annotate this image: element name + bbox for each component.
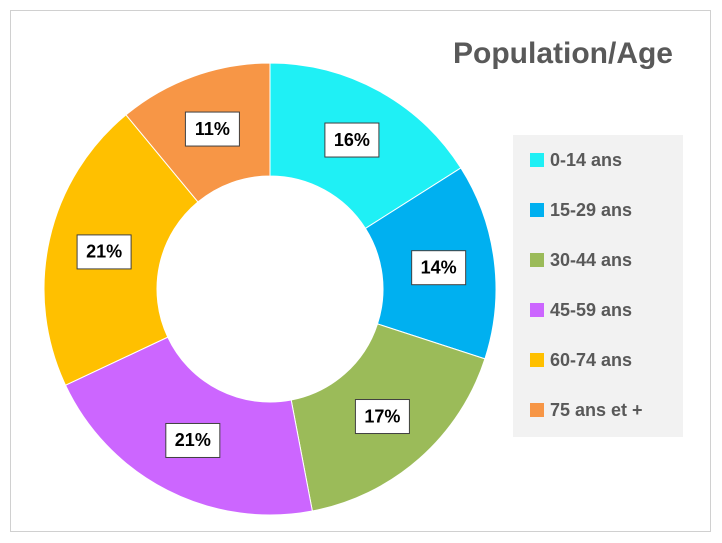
data-label: 21% <box>175 430 211 450</box>
legend-label: 60-74 ans <box>550 350 632 370</box>
legend-label: 30-44 ans <box>550 250 632 270</box>
legend-swatch <box>530 303 544 317</box>
data-label: 21% <box>86 242 122 262</box>
legend-label: 15-29 ans <box>550 200 632 220</box>
data-label-box <box>354 399 410 435</box>
data-label-box <box>184 111 240 147</box>
legend-label: 75 ans et + <box>550 400 643 420</box>
legend-label: 45-59 ans <box>550 300 632 320</box>
data-label-box <box>411 250 467 286</box>
legend-swatch <box>530 253 544 267</box>
legend-swatch <box>530 153 544 167</box>
data-label-box <box>76 234 132 270</box>
legend-box <box>513 135 683 437</box>
legend-label: 0-14 ans <box>550 150 622 170</box>
data-label: 17% <box>364 406 400 426</box>
data-label: 14% <box>421 257 457 277</box>
legend-swatch <box>530 203 544 217</box>
data-label: 16% <box>334 130 370 150</box>
data-label-box <box>165 422 221 458</box>
legend-swatch <box>530 353 544 367</box>
legend-swatch <box>530 403 544 417</box>
data-label: 11% <box>195 119 230 139</box>
chart-title: Population/Age <box>453 37 673 70</box>
data-label-box <box>324 122 380 158</box>
